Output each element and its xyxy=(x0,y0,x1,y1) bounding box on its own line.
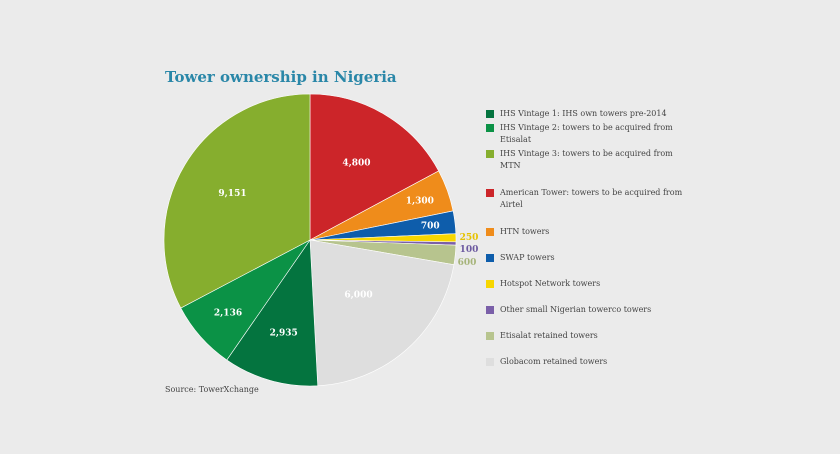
legend-item: IHS Vintage 1: IHS own towers pre-2014 xyxy=(486,108,667,120)
legend-swatch xyxy=(486,189,494,197)
legend-swatch xyxy=(486,110,494,118)
legend-swatch xyxy=(486,124,494,132)
legend-label: Other small Nigerian towerco towers xyxy=(500,305,652,314)
legend-swatch xyxy=(486,150,494,158)
legend-item: IHS Vintage 2: towers to be acquired fro… xyxy=(486,122,691,146)
slice-value-label: 6,000 xyxy=(344,291,372,301)
legend-label: Globacom retained towers xyxy=(500,357,608,366)
slice-value-label: 2,935 xyxy=(270,329,298,339)
pie-slice xyxy=(309,93,440,241)
pie-slice xyxy=(226,239,319,387)
slice-value-label: 2,136 xyxy=(214,309,242,319)
slice-value-label: 700 xyxy=(421,221,440,231)
legend-label: Hotspot Network towers xyxy=(500,279,601,288)
legend-label: IHS Vintage 1: IHS own towers pre-2014 xyxy=(500,109,667,118)
source-note: Source: TowerXchange xyxy=(165,385,259,394)
slice-value-label: 250 xyxy=(460,233,479,243)
legend-item: IHS Vintage 3: towers to be acquired fro… xyxy=(486,148,691,172)
legend-item: Etisalat retained towers xyxy=(486,330,598,342)
legend-label: HTN towers xyxy=(500,227,550,236)
legend-label: IHS Vintage 2: towers to be acquired fro… xyxy=(500,123,673,144)
slice-value-label: 100 xyxy=(460,245,479,255)
legend-item: HTN towers xyxy=(486,226,549,238)
legend-swatch xyxy=(486,228,494,236)
legend-label: Etisalat retained towers xyxy=(500,331,598,340)
legend-swatch xyxy=(486,254,494,262)
legend-swatch xyxy=(486,358,494,366)
legend-label: SWAP towers xyxy=(500,253,555,262)
slice-value-label: 600 xyxy=(458,258,477,268)
legend-item: SWAP towers xyxy=(486,252,555,264)
pie-slice xyxy=(163,93,311,309)
slice-value-label: 9,151 xyxy=(218,189,246,199)
legend-label: IHS Vintage 3: towers to be acquired fro… xyxy=(500,149,673,170)
pie-slice xyxy=(309,239,455,387)
legend-item: Other small Nigerian towerco towers xyxy=(486,304,651,316)
slice-value-label: 4,800 xyxy=(342,158,370,168)
legend-item: American Tower: towers to be acquired fr… xyxy=(486,187,691,211)
legend-swatch xyxy=(486,280,494,288)
legend-label: American Tower: towers to be acquired fr… xyxy=(500,188,683,209)
legend-swatch xyxy=(486,306,494,314)
legend-item: Hotspot Network towers xyxy=(486,278,600,290)
legend-item: Globacom retained towers xyxy=(486,356,607,368)
legend-swatch xyxy=(486,332,494,340)
slice-value-label: 1,300 xyxy=(406,196,434,206)
chart-title: Tower ownership in Nigeria xyxy=(165,68,397,86)
